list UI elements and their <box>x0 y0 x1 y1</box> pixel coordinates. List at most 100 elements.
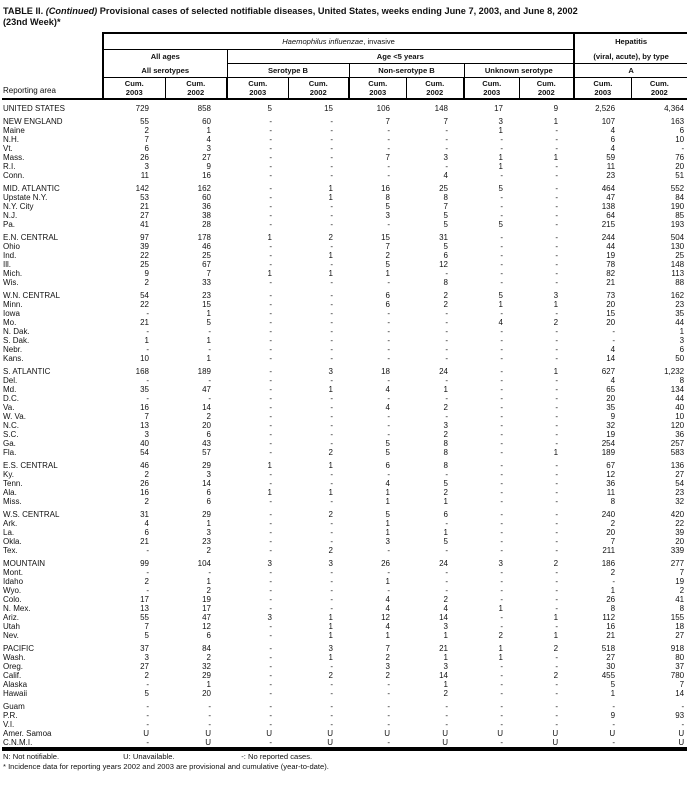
cell-value: - <box>269 546 272 555</box>
cell-value: - <box>445 376 448 385</box>
cell-value: U <box>384 729 390 738</box>
cell-value: 7 <box>385 644 390 653</box>
cell-value: - <box>555 720 559 729</box>
reporting-area-label: N. Mex. <box>3 604 31 613</box>
cell-value: 1 <box>385 488 390 497</box>
cell-value: - <box>555 394 559 403</box>
reporting-area-label: Wash. <box>3 653 26 662</box>
cell-value: - <box>146 376 149 385</box>
table-row: Wis. 2 33 - - - 8 - - 21 88 <box>2 278 687 287</box>
cell-value: - <box>500 662 503 671</box>
cell-value: 20 <box>606 318 616 327</box>
cell-value: U <box>143 729 149 738</box>
cell-value: 40 <box>675 403 685 412</box>
table-row: W. Va. 7 2 - - - - - - 9 10 <box>2 412 687 421</box>
cell-value: 211 <box>602 546 616 555</box>
cell-value: 47 <box>606 193 616 202</box>
cell-value: - <box>330 497 333 506</box>
cell-value: 10 <box>675 135 685 144</box>
cell-value: 53 <box>140 193 149 202</box>
cell-value: - <box>555 711 559 720</box>
cell-value: 112 <box>602 613 616 622</box>
cell-value: 18 <box>675 622 685 631</box>
cell-value: U <box>678 738 685 747</box>
cell-value: - <box>387 144 390 153</box>
cell-value: 1 <box>553 300 559 309</box>
cell-value: 97 <box>140 233 149 242</box>
cell-value: - <box>555 461 559 470</box>
cell-value: 1 <box>385 631 390 640</box>
cell-value: 104 <box>197 559 211 568</box>
cell-value: 7 <box>443 202 448 211</box>
cell-value: 1 <box>443 680 448 689</box>
bottom-rule <box>2 747 687 751</box>
cell-value: - <box>330 702 333 711</box>
cell-value: - <box>387 220 390 229</box>
cell-value: 46 <box>140 461 149 470</box>
cell-value: - <box>555 202 559 211</box>
cell-value: - <box>146 568 149 577</box>
cell-value: - <box>269 720 272 729</box>
cell-value: - <box>269 144 272 153</box>
cell-value: 6 <box>385 300 390 309</box>
cell-value: - <box>555 376 559 385</box>
cell-value: 44 <box>675 318 685 327</box>
cell-value: - <box>500 412 503 421</box>
cell-value: 1 <box>443 653 448 662</box>
cell-value: - <box>330 345 333 354</box>
cell-value: 5 <box>498 184 503 193</box>
cell-value: 138 <box>601 202 616 211</box>
cell-value: 35 <box>606 403 616 412</box>
cell-value: - <box>445 394 448 403</box>
cell-value: 5 <box>498 291 503 300</box>
cell-value: 54 <box>140 291 149 300</box>
cell-value: 20 <box>202 689 211 698</box>
cell-value: U <box>552 729 559 738</box>
cell-value: - <box>681 720 685 729</box>
cell-value: - <box>330 430 333 439</box>
cell-value: 6 <box>610 135 616 144</box>
cell-value: 33 <box>202 278 211 287</box>
header-cum-2002: Cum. 2002 <box>406 77 465 100</box>
cell-value: - <box>387 376 390 385</box>
cell-value: 12 <box>381 613 390 622</box>
cell-value: 7 <box>144 135 149 144</box>
cell-value: - <box>500 689 503 698</box>
cell-value: 76 <box>675 153 685 162</box>
cell-value: - <box>500 336 503 345</box>
cell-value: 4 <box>385 479 390 488</box>
table-row: Ill. 25 67 - - 5 12 - - 78 148 <box>2 260 687 269</box>
cell-value: - <box>500 211 503 220</box>
cell-value: - <box>387 586 390 595</box>
cell-value: - <box>445 144 448 153</box>
cell-value: 32 <box>675 497 685 506</box>
table-row: Md. 35 47 - 1 4 1 - - 65 134 <box>2 385 687 394</box>
cell-value: U <box>266 729 272 738</box>
cell-value: - <box>330 318 333 327</box>
header-cum-2003: Cum. 2003 <box>464 77 520 100</box>
cell-value: 504 <box>670 233 685 242</box>
cell-value: - <box>269 193 272 202</box>
table-row: Miss. 2 6 - - 1 1 - - 8 32 <box>2 497 687 506</box>
cell-value: - <box>269 394 272 403</box>
cell-value: 136 <box>670 461 685 470</box>
cell-value: 43 <box>202 439 211 448</box>
cell-value: - <box>269 528 272 537</box>
cell-value: - <box>555 403 559 412</box>
cell-value: - <box>555 586 559 595</box>
cell-value: 4 <box>610 345 616 354</box>
cell-value: 21 <box>606 278 616 287</box>
cell-value: - <box>555 412 559 421</box>
cell-value: - <box>269 184 272 193</box>
cell-value: - <box>555 233 559 242</box>
cell-value: - <box>330 519 333 528</box>
cell-value: 3 <box>443 622 448 631</box>
cell-value: 85 <box>675 211 685 220</box>
cell-value: 16 <box>202 171 211 180</box>
cell-value: 15 <box>606 309 616 318</box>
reporting-area-label: Oreg. <box>3 662 24 671</box>
table-row: E.S. CENTRAL 46 29 1 1 6 8 - - 67 136 <box>2 461 687 470</box>
reporting-area-label: Nebr. <box>3 345 23 354</box>
cell-value: 1 <box>498 300 503 309</box>
cell-value: - <box>555 193 559 202</box>
